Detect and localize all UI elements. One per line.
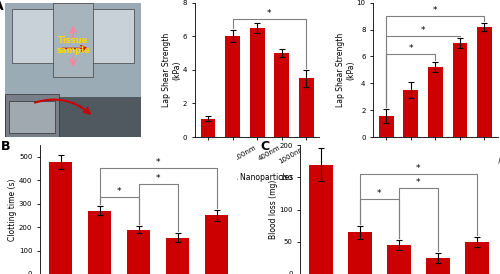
Bar bbox=[348, 232, 372, 274]
Bar bbox=[477, 27, 492, 137]
Y-axis label: Lap Shear Strength
(kPa): Lap Shear Strength (kPa) bbox=[336, 33, 355, 107]
Polygon shape bbox=[5, 3, 141, 97]
Bar bbox=[88, 211, 112, 274]
Text: *: * bbox=[117, 187, 121, 196]
Bar bbox=[404, 90, 418, 137]
Bar bbox=[166, 238, 190, 274]
X-axis label: PDA Nanoparticles: PDA Nanoparticles bbox=[222, 173, 293, 182]
Bar bbox=[428, 67, 442, 137]
Text: Tissue
sample: Tissue sample bbox=[56, 36, 90, 55]
Bar bbox=[426, 258, 450, 274]
Bar bbox=[250, 28, 264, 137]
Text: *: * bbox=[156, 174, 160, 183]
Bar bbox=[127, 230, 150, 274]
Bar bbox=[274, 53, 289, 137]
Text: *: * bbox=[377, 189, 382, 198]
Bar bbox=[452, 43, 468, 137]
Bar bbox=[12, 9, 60, 63]
Y-axis label: Blood loss (mg): Blood loss (mg) bbox=[269, 180, 278, 239]
Bar bbox=[465, 242, 488, 274]
Y-axis label: Lap Shear Strength
(kPa): Lap Shear Strength (kPa) bbox=[162, 33, 182, 107]
Bar bbox=[205, 215, 228, 274]
Text: B: B bbox=[0, 140, 10, 153]
Text: *: * bbox=[267, 9, 272, 18]
Text: *: * bbox=[408, 44, 413, 53]
Text: *: * bbox=[416, 164, 420, 173]
Bar bbox=[5, 94, 60, 137]
Bar bbox=[86, 9, 134, 63]
Bar bbox=[299, 78, 314, 137]
Bar bbox=[9, 101, 56, 133]
X-axis label: 200 nm PDA NP Concentration (%w/v): 200 nm PDA NP Concentration (%w/v) bbox=[362, 156, 500, 165]
Bar bbox=[225, 36, 240, 137]
Text: *: * bbox=[156, 158, 160, 167]
Bar bbox=[379, 116, 394, 137]
Bar bbox=[387, 245, 410, 274]
Text: C: C bbox=[261, 140, 270, 153]
Polygon shape bbox=[5, 97, 141, 137]
Text: A: A bbox=[0, 0, 4, 13]
Text: *: * bbox=[433, 6, 438, 15]
Y-axis label: Clotting time (s): Clotting time (s) bbox=[8, 178, 18, 241]
Bar bbox=[52, 3, 94, 76]
Bar bbox=[49, 162, 72, 274]
Text: *: * bbox=[421, 26, 426, 35]
Bar bbox=[310, 164, 332, 274]
Bar bbox=[200, 119, 216, 137]
Text: *: * bbox=[416, 178, 420, 187]
